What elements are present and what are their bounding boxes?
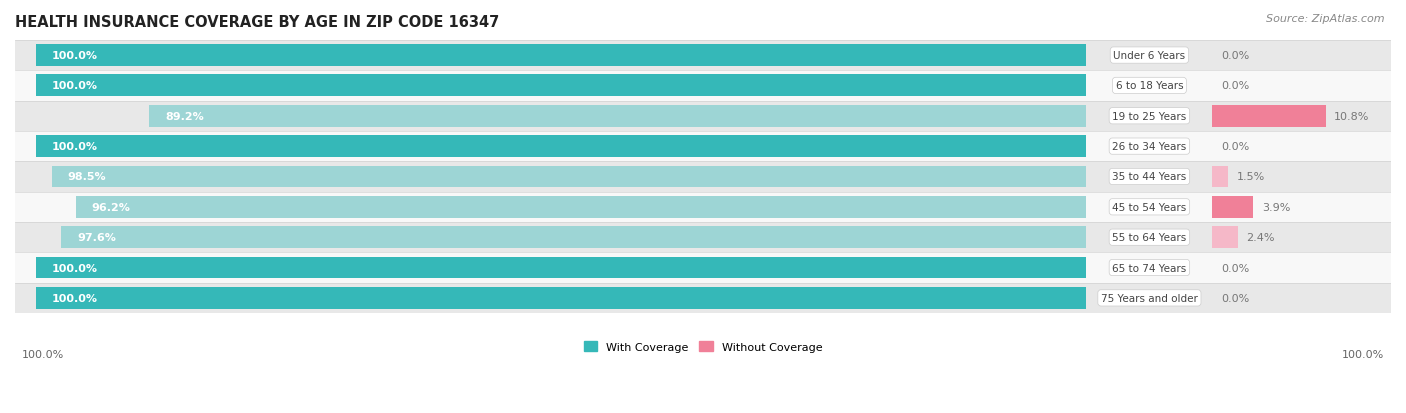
Bar — [15, 101, 1391, 132]
Text: 89.2%: 89.2% — [165, 112, 204, 121]
Bar — [37, 287, 1087, 309]
Text: 97.6%: 97.6% — [77, 233, 115, 242]
Text: 100.0%: 100.0% — [52, 293, 98, 303]
Text: 2.4%: 2.4% — [1246, 233, 1275, 242]
Bar — [37, 75, 1087, 97]
Text: 0.0%: 0.0% — [1220, 81, 1249, 91]
Text: 19 to 25 Years: 19 to 25 Years — [1112, 112, 1187, 121]
Text: 100.0%: 100.0% — [52, 81, 98, 91]
Text: 100.0%: 100.0% — [52, 51, 98, 61]
Bar — [15, 192, 1391, 223]
Text: 96.2%: 96.2% — [91, 202, 131, 212]
Text: 35 to 44 Years: 35 to 44 Years — [1112, 172, 1187, 182]
Text: 75 Years and older: 75 Years and older — [1101, 293, 1198, 303]
Text: 98.5%: 98.5% — [67, 172, 105, 182]
Text: 10.8%: 10.8% — [1334, 112, 1369, 121]
Bar — [52, 166, 1087, 188]
Bar — [76, 197, 1087, 218]
Bar — [149, 106, 1087, 127]
Bar — [1212, 166, 1229, 188]
Text: 26 to 34 Years: 26 to 34 Years — [1112, 142, 1187, 152]
Bar — [1212, 227, 1237, 249]
Bar — [15, 71, 1391, 101]
Text: Source: ZipAtlas.com: Source: ZipAtlas.com — [1267, 14, 1385, 24]
Bar — [1212, 106, 1326, 127]
Legend: With Coverage, Without Coverage: With Coverage, Without Coverage — [579, 337, 827, 357]
Bar — [15, 162, 1391, 192]
Bar — [15, 253, 1391, 283]
Text: 3.9%: 3.9% — [1261, 202, 1291, 212]
Text: 0.0%: 0.0% — [1220, 293, 1249, 303]
Bar — [15, 283, 1391, 313]
Bar — [62, 227, 1087, 249]
Text: 0.0%: 0.0% — [1220, 51, 1249, 61]
Text: 100.0%: 100.0% — [1341, 349, 1384, 359]
Bar — [15, 41, 1391, 71]
Text: 45 to 54 Years: 45 to 54 Years — [1112, 202, 1187, 212]
Text: HEALTH INSURANCE COVERAGE BY AGE IN ZIP CODE 16347: HEALTH INSURANCE COVERAGE BY AGE IN ZIP … — [15, 15, 499, 30]
Bar — [15, 132, 1391, 162]
Bar — [37, 257, 1087, 279]
Bar — [37, 45, 1087, 67]
Text: 55 to 64 Years: 55 to 64 Years — [1112, 233, 1187, 242]
Text: Under 6 Years: Under 6 Years — [1114, 51, 1185, 61]
Text: 100.0%: 100.0% — [52, 263, 98, 273]
Bar — [15, 223, 1391, 253]
Text: 1.5%: 1.5% — [1237, 172, 1265, 182]
Bar — [37, 136, 1087, 158]
Bar — [1212, 197, 1253, 218]
Text: 0.0%: 0.0% — [1220, 142, 1249, 152]
Text: 100.0%: 100.0% — [52, 142, 98, 152]
Text: 0.0%: 0.0% — [1220, 263, 1249, 273]
Text: 100.0%: 100.0% — [22, 349, 65, 359]
Text: 6 to 18 Years: 6 to 18 Years — [1115, 81, 1184, 91]
Text: 65 to 74 Years: 65 to 74 Years — [1112, 263, 1187, 273]
